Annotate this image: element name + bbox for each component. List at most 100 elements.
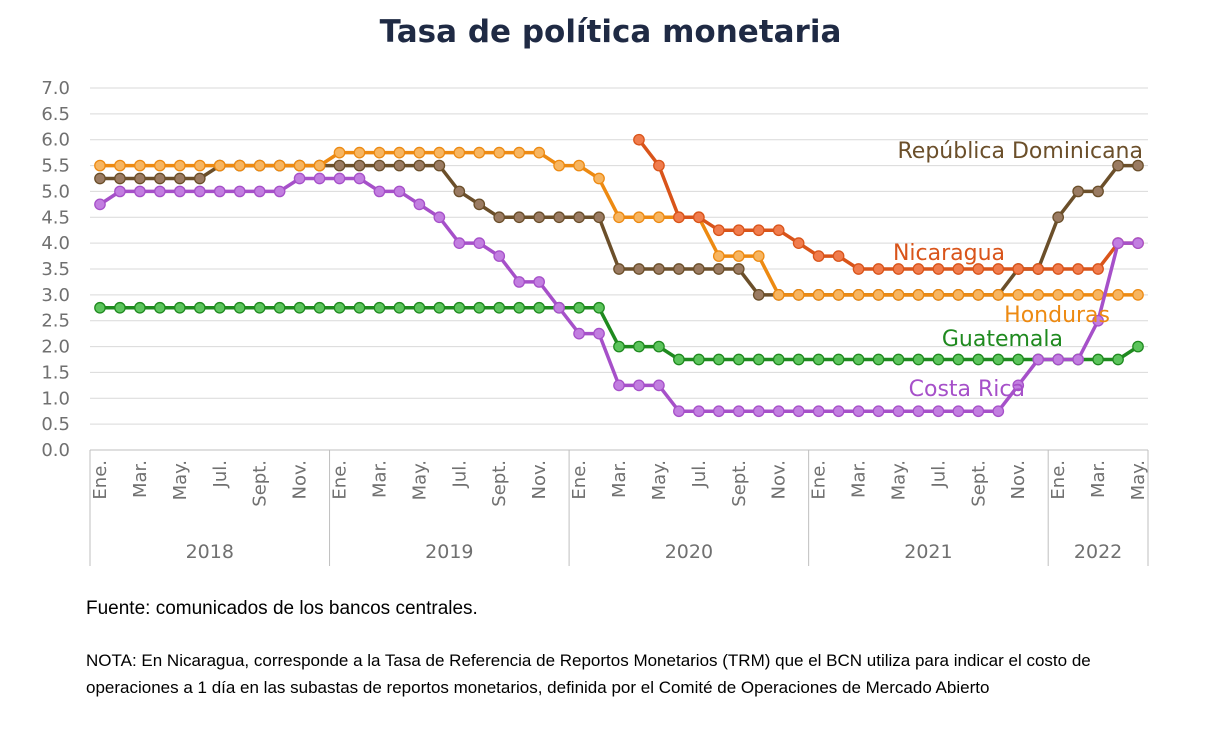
data-point <box>453 185 466 198</box>
data-point <box>633 133 645 146</box>
data-point <box>852 263 865 275</box>
data-point <box>193 301 206 314</box>
data-point <box>633 340 645 353</box>
data-point <box>952 263 965 275</box>
data-point <box>972 353 985 366</box>
data-point <box>293 301 306 314</box>
data-point <box>892 263 905 275</box>
data-point <box>313 301 326 314</box>
data-point <box>593 327 605 340</box>
data-point <box>692 211 705 224</box>
data-point <box>333 301 346 314</box>
data-point <box>892 289 905 301</box>
data-point <box>792 289 805 301</box>
data-point <box>1092 289 1104 301</box>
data-point <box>273 301 286 314</box>
data-point <box>94 159 106 172</box>
y-tick-label: 3.0 <box>41 285 70 306</box>
data-point <box>94 172 106 185</box>
data-point <box>513 301 526 314</box>
data-point <box>972 263 985 275</box>
chart-title: Tasa de política monetaria <box>379 14 842 50</box>
data-point <box>193 185 206 198</box>
series-label: Costa Rica <box>909 377 1025 402</box>
data-point <box>114 172 126 185</box>
data-point <box>1072 263 1084 275</box>
data-point <box>193 159 206 172</box>
data-point <box>433 211 446 224</box>
data-point <box>553 211 565 224</box>
data-point <box>892 405 905 418</box>
data-point <box>673 353 685 366</box>
data-point <box>992 353 1005 366</box>
series-rep-blica-dominicana <box>94 159 1144 301</box>
data-point <box>393 146 406 159</box>
year-label: 2018 <box>186 541 234 563</box>
footnote: NOTA: En Nicaragua, corresponde a la Tas… <box>86 651 1091 697</box>
data-point <box>752 289 765 301</box>
data-point <box>912 263 925 275</box>
data-point <box>1012 353 1025 366</box>
data-point <box>692 263 705 275</box>
y-tick-label: 1.5 <box>41 362 70 383</box>
y-tick-label: 3.5 <box>41 259 70 280</box>
data-point <box>513 276 526 288</box>
data-point <box>1092 185 1104 198</box>
data-point <box>852 353 865 366</box>
series-nicaragua <box>633 133 1144 275</box>
data-point <box>1072 353 1084 366</box>
data-point <box>134 159 146 172</box>
data-point <box>1012 289 1025 301</box>
x-tick-label: Jul. <box>210 460 231 488</box>
y-tick-label: 2.5 <box>41 311 70 332</box>
data-point <box>173 159 186 172</box>
data-point <box>692 405 705 418</box>
data-point <box>473 198 486 211</box>
data-point <box>533 276 546 288</box>
data-point <box>553 159 565 172</box>
data-point <box>453 237 466 249</box>
data-point <box>373 146 386 159</box>
data-point <box>114 185 126 198</box>
data-point <box>193 172 206 185</box>
x-tick-label: Jul. <box>449 460 470 488</box>
data-point <box>533 301 546 314</box>
data-point <box>173 185 186 198</box>
series-label: Honduras <box>1004 303 1110 328</box>
data-point <box>832 250 845 262</box>
data-point <box>812 289 825 301</box>
data-point <box>1132 340 1144 353</box>
data-point <box>1052 263 1065 275</box>
series-labels: República Dominicana Honduras Nicaragua Gua… <box>893 139 1143 402</box>
source-note: Fuente: comunicados de los bancos centra… <box>86 598 478 619</box>
data-point <box>94 198 106 211</box>
x-tick-label: May. <box>1128 460 1149 500</box>
data-point <box>972 405 985 418</box>
x-tick-label: Mar. <box>1088 460 1109 498</box>
data-point <box>812 250 825 262</box>
data-point <box>812 405 825 418</box>
data-point <box>333 146 346 159</box>
x-tick-label: Sept. <box>968 460 989 507</box>
data-point <box>932 353 945 366</box>
data-point <box>513 211 526 224</box>
x-tick-label: Mar. <box>849 460 870 498</box>
data-point <box>892 353 905 366</box>
x-tick-label: Nov. <box>1008 460 1029 499</box>
data-point <box>353 159 366 172</box>
data-point <box>553 301 565 314</box>
data-point <box>134 172 146 185</box>
data-point <box>772 405 785 418</box>
data-point <box>972 289 985 301</box>
data-point <box>752 353 765 366</box>
data-point <box>533 211 546 224</box>
y-tick-label: 6.5 <box>41 104 70 125</box>
data-point <box>1112 289 1124 301</box>
data-point <box>1132 159 1144 172</box>
data-point <box>752 405 765 418</box>
line-chart: 0.0 0.5 1.0 1.5 2.0 2.5 3.0 3.5 4.0 4.5 5.0 5.5 6.0 6… <box>41 78 1149 566</box>
data-point <box>1012 379 1025 392</box>
data-point <box>712 405 725 418</box>
data-point <box>393 185 406 198</box>
data-point <box>413 146 426 159</box>
